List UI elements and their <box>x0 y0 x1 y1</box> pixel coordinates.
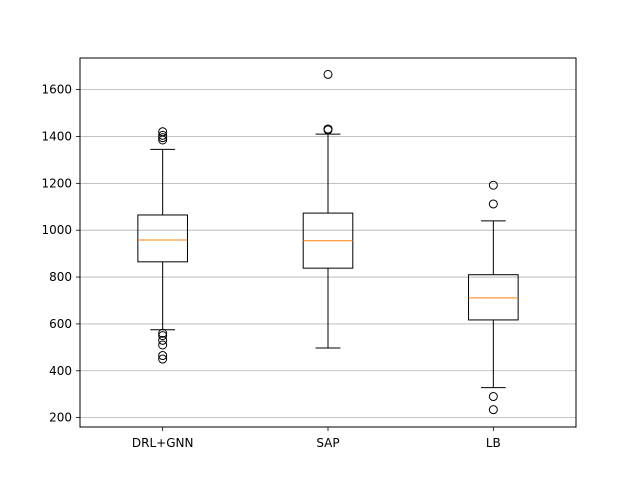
outlier-point <box>158 331 168 341</box>
outlier-point <box>488 180 498 190</box>
box-lb <box>468 180 519 415</box>
plot-area-frame <box>79 57 577 428</box>
interquartile-box <box>468 274 519 321</box>
outlier-point <box>158 135 168 145</box>
outlier-point <box>158 130 168 140</box>
outlier-point <box>323 69 333 79</box>
y-tick-label: 1000 <box>41 223 72 237</box>
outlier-point <box>158 351 168 361</box>
box-drl-gnn <box>137 127 188 364</box>
outlier-point <box>158 328 168 338</box>
x-tick-label: DRL+GNN <box>132 436 194 450</box>
x-tick-label: LB <box>486 436 501 450</box>
y-tick-label: 1600 <box>41 83 72 97</box>
interquartile-box <box>137 214 188 263</box>
outlier-point <box>488 199 498 209</box>
axes: 200 400 600 800 1000 1200 1400 1600 DRL+GNN SAP LB <box>41 83 500 450</box>
box-sap <box>302 69 354 349</box>
outlier-point <box>158 340 168 350</box>
outlier-point <box>158 354 168 364</box>
y-tick-label: 400 <box>49 364 72 378</box>
outlier-point <box>488 405 498 415</box>
y-tick-label: 600 <box>49 317 72 331</box>
outlier-point <box>158 335 168 345</box>
y-tick-label: 800 <box>49 270 72 284</box>
x-tick-label: SAP <box>316 436 339 450</box>
box-plot-series <box>137 69 519 415</box>
y-tick-label: 200 <box>49 411 72 425</box>
y-tick-label: 1400 <box>41 129 72 143</box>
outlier-point <box>488 392 498 402</box>
outlier-point <box>158 133 168 143</box>
y-tick-label: 1200 <box>41 176 72 190</box>
outlier-point <box>323 125 333 135</box>
